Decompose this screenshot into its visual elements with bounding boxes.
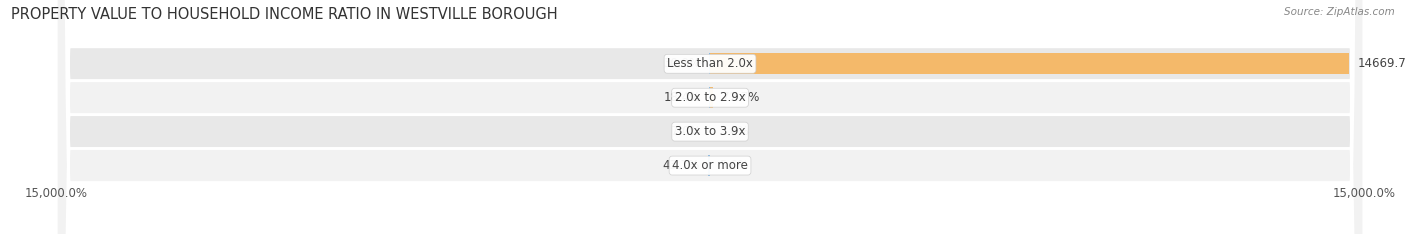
- FancyBboxPatch shape: [56, 0, 1364, 234]
- Text: Less than 2.0x: Less than 2.0x: [666, 57, 754, 70]
- Text: 72.7%: 72.7%: [721, 91, 759, 104]
- Text: 30.9%: 30.9%: [662, 57, 700, 70]
- Text: 5.4%: 5.4%: [718, 125, 749, 138]
- FancyBboxPatch shape: [56, 0, 1364, 234]
- Legend: Without Mortgage, With Mortgage: Without Mortgage, With Mortgage: [588, 229, 832, 234]
- FancyBboxPatch shape: [56, 0, 1364, 234]
- Bar: [710, 53, 1350, 74]
- Bar: [709, 155, 710, 176]
- Text: 43.7%: 43.7%: [662, 159, 699, 172]
- Bar: [710, 87, 713, 108]
- Text: 2.0x to 2.9x: 2.0x to 2.9x: [675, 91, 745, 104]
- FancyBboxPatch shape: [56, 0, 1364, 234]
- Text: 7.0%: 7.0%: [671, 125, 702, 138]
- Text: 3.0x to 3.9x: 3.0x to 3.9x: [675, 125, 745, 138]
- Text: 18.4%: 18.4%: [664, 91, 700, 104]
- Text: 4.0x or more: 4.0x or more: [672, 159, 748, 172]
- Text: 5.6%: 5.6%: [718, 159, 749, 172]
- Text: 14669.7%: 14669.7%: [1358, 57, 1406, 70]
- Text: PROPERTY VALUE TO HOUSEHOLD INCOME RATIO IN WESTVILLE BOROUGH: PROPERTY VALUE TO HOUSEHOLD INCOME RATIO…: [11, 7, 558, 22]
- Text: Source: ZipAtlas.com: Source: ZipAtlas.com: [1284, 7, 1395, 17]
